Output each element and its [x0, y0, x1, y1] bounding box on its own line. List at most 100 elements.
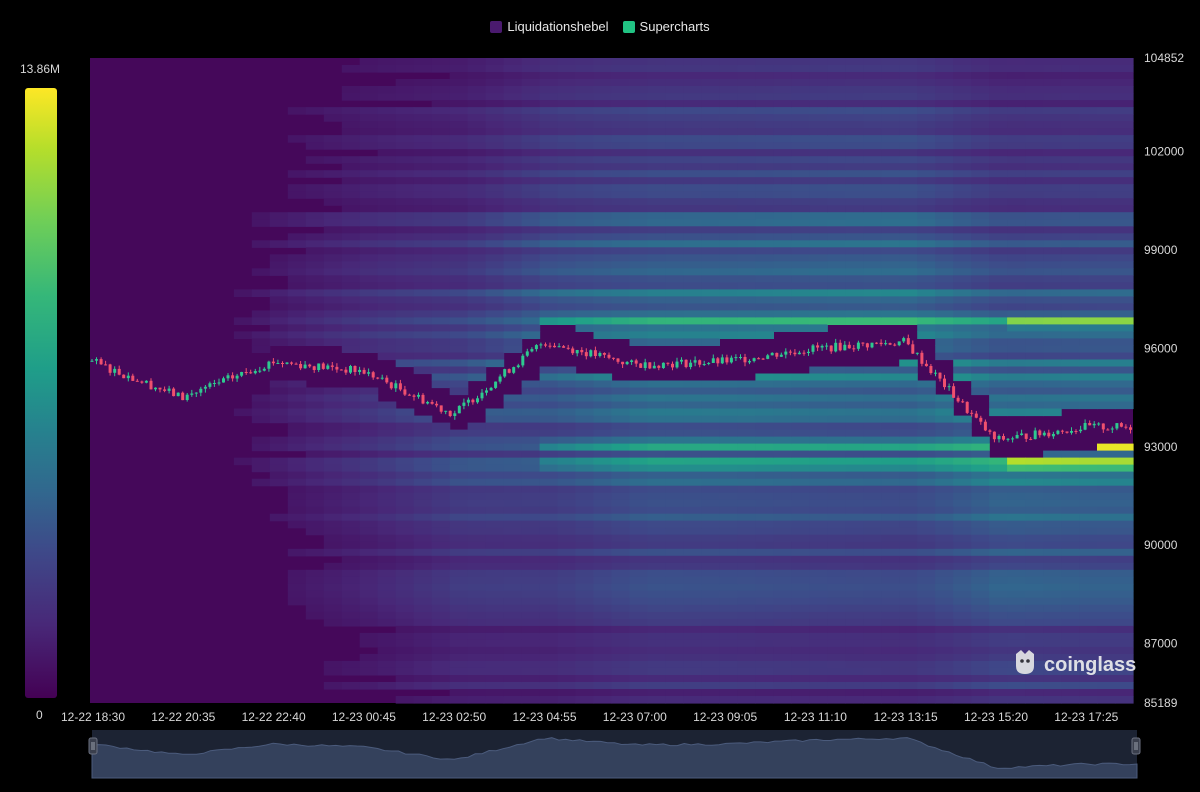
heatmap-cell: [917, 667, 936, 676]
heatmap-cell: [899, 429, 918, 438]
heatmap-cell: [647, 226, 667, 234]
heatmap-cell: [953, 590, 972, 599]
heatmap-cell: [377, 191, 397, 199]
heatmap-cell: [719, 219, 738, 227]
heatmap-cell: [683, 65, 702, 73]
heatmap-cell: [503, 646, 523, 655]
heatmap-cell: [1097, 142, 1116, 150]
heatmap-cell: [665, 478, 684, 487]
candle-body: [539, 344, 543, 346]
heatmap-cell: [917, 254, 936, 262]
heatmap-cell: [557, 212, 577, 220]
heatmap-cell: [377, 149, 397, 157]
heatmap-cell: [341, 184, 361, 192]
heatmap-cell: [1025, 142, 1044, 150]
heatmap-cell: [485, 352, 505, 361]
heatmap-cell: [827, 226, 846, 234]
heatmap-cell: [737, 506, 756, 515]
heatmap-cell: [395, 408, 415, 417]
heatmap-cell: [935, 689, 954, 697]
heatmap-cell: [791, 696, 810, 704]
heatmap-cell: [305, 450, 325, 459]
heatmap-cell: [701, 205, 720, 213]
heatmap-cell: [629, 667, 649, 676]
heatmap-cell: [881, 541, 900, 550]
heatmap-cell: [863, 310, 882, 318]
heatmap-cell: [485, 611, 505, 620]
heatmap-cell: [1079, 289, 1098, 297]
heatmap-cell: [971, 492, 990, 501]
heatmap-cell: [953, 569, 972, 578]
heatmap-cell: [899, 422, 918, 431]
heatmap-cell: [989, 380, 1008, 389]
heatmap-cell: [557, 303, 577, 311]
heatmap-cell: [1079, 72, 1098, 80]
heatmap-cell: [1115, 79, 1134, 87]
candle-body: [956, 397, 960, 402]
heatmap-cell: [539, 100, 559, 108]
heatmap-cell: [323, 590, 343, 599]
heatmap-cell: [611, 100, 631, 108]
heatmap-cell: [881, 632, 900, 641]
heatmap-cell: [467, 555, 487, 564]
heatmap-cell: [845, 401, 864, 410]
candle-body: [240, 372, 244, 376]
heatmap-cell: [737, 513, 756, 522]
heatmap-cell: [593, 667, 613, 676]
heatmap-cell: [755, 548, 774, 557]
candle-body: [1020, 433, 1024, 435]
heatmap-cell: [557, 387, 577, 396]
navigator-left-handle[interactable]: [88, 737, 98, 755]
heatmap-cell: [755, 233, 774, 241]
heatmap-cell: [629, 401, 649, 410]
legend-item-liquidation-leverage[interactable]: Liquidationshebel: [490, 19, 609, 34]
heatmap-cell: [269, 268, 289, 276]
heatmap-cell: [899, 576, 918, 585]
heatmap-cell: [359, 478, 379, 487]
heatmap-cell: [755, 506, 774, 515]
heatmap-cell: [701, 478, 720, 487]
heatmap-cell: [467, 450, 487, 459]
heatmap-cell: [683, 506, 702, 515]
heatmap-cell: [701, 443, 720, 452]
heatmap-cell: [701, 142, 720, 150]
heatmap-cell: [1115, 520, 1134, 529]
heatmap-cell: [467, 233, 487, 241]
heatmap-cell: [737, 226, 756, 234]
heatmap-cell: [827, 583, 846, 592]
heatmap-cell: [449, 541, 469, 550]
heatmap-cell: [827, 128, 846, 136]
heatmap-cell: [521, 93, 541, 101]
heatmap-cell: [593, 205, 613, 213]
heatmap-cell: [377, 289, 397, 297]
heatmap-cell: [503, 506, 523, 515]
heatmap-cell: [827, 464, 846, 473]
heatmap-cell: [611, 282, 631, 290]
heatmap-cell: [521, 689, 541, 697]
navigator-right-handle[interactable]: [1131, 737, 1141, 755]
heatmap-cell: [989, 212, 1008, 220]
range-navigator[interactable]: [88, 730, 1141, 779]
heatmap-cell: [755, 240, 774, 248]
legend-item-supercharts[interactable]: Supercharts: [622, 19, 710, 34]
heatmap-cell: [647, 317, 667, 325]
heatmap-cell: [755, 415, 774, 424]
heatmap-cell: [971, 247, 990, 255]
heatmap-cell: [953, 471, 972, 480]
heatmap-cell: [575, 457, 595, 466]
heatmap-cell: [683, 604, 702, 613]
heatmap-cell: [1115, 296, 1134, 304]
heatmap-cell: [485, 562, 505, 571]
heatmap-cell: [737, 394, 756, 403]
heatmap-cell: [377, 352, 397, 361]
candle-body: [1024, 433, 1028, 439]
heatmap-cell: [1115, 289, 1134, 297]
heatmap-cell: [647, 653, 667, 662]
heatmap-cell: [503, 689, 523, 697]
heatmap-cell: [503, 541, 523, 550]
heatmap-cell: [881, 534, 900, 543]
candle-body: [1006, 438, 1010, 440]
heatmap-cell: [719, 583, 738, 592]
heatmap-cell: [935, 464, 954, 473]
candle-body: [829, 345, 833, 352]
